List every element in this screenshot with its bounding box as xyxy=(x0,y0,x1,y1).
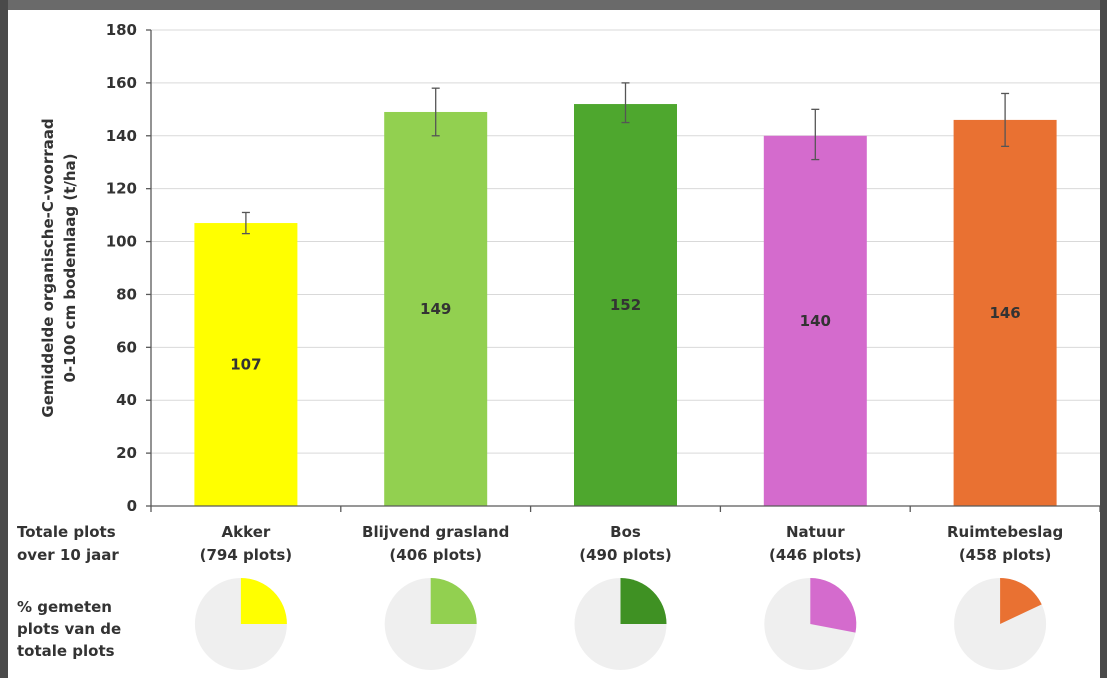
bar-1 xyxy=(384,111,488,506)
percent-row-label: plots van de xyxy=(17,620,121,638)
bar-2 xyxy=(574,104,677,507)
category-labels: Akker (794 plots) Blijvend grasland (406 pl… xyxy=(200,523,1064,564)
axes xyxy=(146,29,1100,512)
chart-panel: 0 20 40 60 80 100 120 140 160 180 Gemiddelde orga… xyxy=(8,10,1100,678)
pie-slice xyxy=(620,578,667,624)
percent-row-label: % gemeten xyxy=(17,598,112,616)
y-axis-ticks: 0 20 40 60 80 100 120 140 160 180 xyxy=(106,21,137,515)
y-tick-label: 60 xyxy=(116,338,137,356)
totals-row-label: over 10 jaar xyxy=(17,546,119,564)
y-tick-label: 20 xyxy=(116,444,137,462)
pie-charts xyxy=(194,578,1047,670)
y-tick-label: 0 xyxy=(127,497,137,515)
bar-value-label: 107 xyxy=(230,356,261,374)
bar-4 xyxy=(953,119,1057,507)
pie-slice xyxy=(430,578,477,624)
y-tick-label: 120 xyxy=(106,180,137,198)
category-plots: (794 plots) xyxy=(200,546,293,564)
bar-chart: 0 20 40 60 80 100 120 140 160 180 Gemiddelde orga… xyxy=(17,21,1100,670)
category-name: Ruimtebeslag xyxy=(947,523,1063,541)
category-plots: (446 plots) xyxy=(769,546,862,564)
pie-slice xyxy=(1000,578,1042,624)
category-name: Blijvend grasland xyxy=(362,523,509,541)
y-axis-label: Gemiddelde organische-C-voorraad 0-100 cm… xyxy=(39,118,79,417)
category-name: Natuur xyxy=(786,523,845,541)
category-plots: (458 plots) xyxy=(959,546,1052,564)
bar-3 xyxy=(763,135,867,506)
y-tick-label: 180 xyxy=(106,21,137,39)
bar-value-label: 149 xyxy=(420,300,451,318)
pie-slice xyxy=(240,578,287,624)
bar-value-label: 152 xyxy=(610,296,641,314)
y-tick-label: 40 xyxy=(116,391,137,409)
y-tick-label: 80 xyxy=(116,285,137,303)
y-tick-label: 160 xyxy=(106,74,137,92)
category-plots: (490 plots) xyxy=(579,546,672,564)
category-name: Akker xyxy=(222,523,271,541)
y-tick-label: 100 xyxy=(106,233,137,251)
category-name: Bos xyxy=(610,523,641,541)
y-axis-label-line: Gemiddelde organische-C-voorraad xyxy=(39,118,57,417)
bars: 107 149 152 140 146 xyxy=(194,82,1057,507)
category-plots: (406 plots) xyxy=(389,546,482,564)
bar-0 xyxy=(194,223,298,507)
percent-row-label: totale plots xyxy=(17,642,115,660)
y-tick-label: 140 xyxy=(106,127,137,145)
y-axis-label-line: 0-100 cm bodemlaag (t/ha) xyxy=(61,153,79,382)
pie-slice xyxy=(810,578,857,633)
row-labels: Totale plots over 10 jaar % gemeten plots v… xyxy=(17,523,121,660)
bar-value-label: 140 xyxy=(800,312,831,330)
bar-value-label: 146 xyxy=(989,304,1020,322)
totals-row-label: Totale plots xyxy=(17,523,116,541)
